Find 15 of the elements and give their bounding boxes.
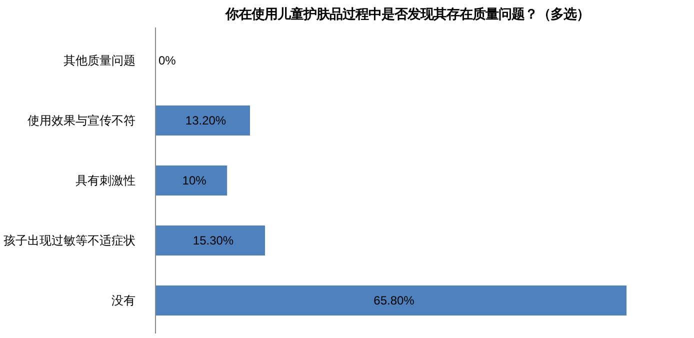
bar <box>156 226 266 256</box>
y-tick-label: 使用效果与宣传不符 <box>28 114 136 128</box>
y-tick-label: 其他质量问题 <box>64 54 136 68</box>
data-label: 0% <box>158 54 176 68</box>
y-tick-label: 具有刺激性 <box>76 174 136 188</box>
bar <box>156 166 228 196</box>
data-label: 15.30% <box>192 234 234 248</box>
data-label: 10% <box>182 174 207 188</box>
data-label: 13.20% <box>185 114 226 128</box>
bar <box>156 286 627 316</box>
y-tick-label: 没有 <box>112 294 136 308</box>
bar <box>156 106 250 136</box>
data-label: 65.80% <box>374 294 415 308</box>
chart-title: 你在使用儿童护肤品过程中是否发现其存在质量问题？（多选） <box>224 6 590 22</box>
y-tick-label: 孩子出现过敏等不适症状 <box>4 234 136 248</box>
